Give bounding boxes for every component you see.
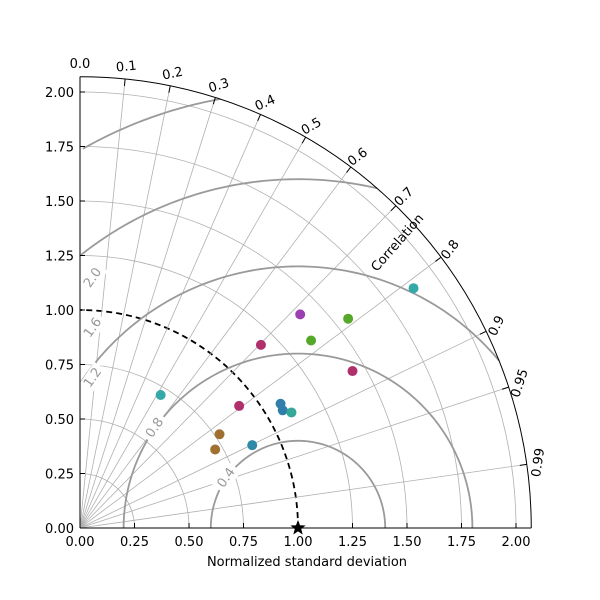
correlation-tick-label: 0.4 [253,92,278,114]
correlation-ray [79,330,487,529]
grid-layer [79,76,527,529]
data-point [210,444,221,455]
std-gridline-arc [79,146,462,529]
std-gridline-arc [79,418,190,529]
reference-std-arc [79,309,299,529]
rms-contour [80,265,500,383]
rms-label-bg [78,311,108,344]
x-tick-label: 0.00 [66,535,95,550]
rms-label-bg [140,411,170,445]
outer-correlation-axis [79,76,532,529]
data-points-layer [155,283,419,535]
data-point [295,309,306,320]
correlation-tick-label: 0.3 [207,76,231,97]
rms-label-bg [211,461,242,495]
correlation-ray [79,386,509,529]
data-point [255,339,266,350]
correlation-tick [301,136,307,144]
x-axis-title: Normalized standard deviation [207,555,407,570]
rms-contour [82,98,221,150]
data-point [343,313,354,324]
x-tick-label: 2.00 [502,535,531,550]
x-tick-label: 0.50 [175,535,204,550]
std-gridline-arc [79,364,244,529]
correlation-ray [79,114,261,529]
y-tick-label: 0.50 [45,413,74,428]
reference-star-marker [290,520,306,535]
std-gridline-arc [79,473,135,529]
std-gridline-arc [79,91,517,529]
correlation-tick-label: 0.1 [115,59,137,76]
y-tick-label: 0.25 [45,468,74,483]
data-point [347,366,358,377]
correlation-tick [168,85,171,93]
axes-layer: 0.0 0.1 0.20.30.40.50.60.70.80.90.950.990.… [45,57,548,550]
correlation-tick [257,114,261,122]
rms-contour [80,178,378,256]
correlation-ray [79,78,126,529]
rms-contour [122,352,474,529]
correlation-tick-label: 0.2 [161,65,184,84]
data-point [286,407,297,418]
correlation-tick [479,330,487,335]
data-point [155,390,166,401]
rms-label-bg [78,361,108,395]
y-tick-label: 0.75 [45,359,74,374]
data-point [214,429,225,440]
correlation-tick [390,205,397,212]
correlation-tick-label: 0.9 [486,313,509,338]
correlation-tick [435,256,442,262]
correlation-tick-label: 0.95 [508,367,531,399]
correlation-tick [519,463,527,466]
x-tick-label: 1.25 [338,535,367,550]
data-point [408,283,419,294]
correlation-tick [346,166,352,173]
data-point [277,405,288,416]
correlation-ray [79,85,171,529]
x-tick-label: 1.50 [393,535,422,550]
data-point [247,440,258,451]
correlation-ray [79,97,216,529]
x-tick-label: 1.00 [284,535,313,550]
x-tick-label: 0.75 [229,535,258,550]
y-tick-label: 1.00 [45,304,74,319]
correlation-tick-label: 0.99 [529,447,548,478]
correlation-tick-label: 0.0 [70,57,91,72]
y-tick-label: 1.25 [45,250,74,265]
x-tick-label: 1.75 [447,535,476,550]
y-tick-label: 2.00 [45,86,74,101]
correlation-tick [212,97,216,105]
data-point [234,400,245,411]
correlation-ray [79,463,527,529]
rms-label-bg [78,261,108,294]
x-tick-label: 0.25 [120,535,149,550]
y-tick-label: 1.50 [45,195,74,210]
correlation-ray [79,256,442,529]
correlation-axis-title: Correlation [368,211,427,275]
y-tick-label: 1.75 [45,141,74,156]
correlation-ray [79,136,306,529]
rms-contours-layer: 0.40.81.21.62.0 [78,98,500,529]
correlation-ray [79,166,352,529]
data-point [306,335,317,346]
correlation-tick [501,386,509,390]
y-tick-label: 0.00 [45,522,74,537]
std-gridline-arc [79,255,353,529]
correlation-tick [123,78,126,87]
